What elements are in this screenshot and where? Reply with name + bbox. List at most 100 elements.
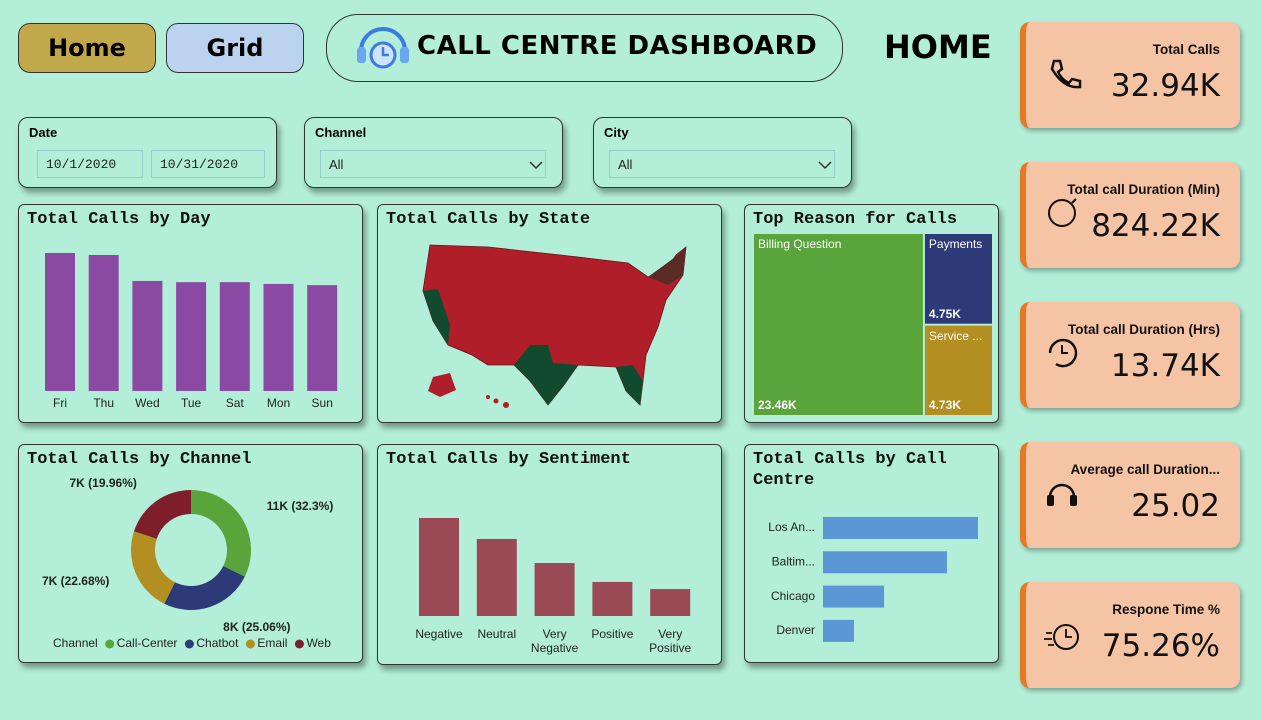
value-label: 8K (25.06%) — [223, 620, 290, 634]
value-label: 23.46K — [758, 398, 797, 412]
chart-panel: Los An... Baltim... Chicago Denver Total Cal… — [744, 444, 999, 663]
date-filter: Date 10/1/2020 10/31/2020 — [18, 117, 277, 188]
chart-panel: Total Calls by State — [377, 204, 722, 423]
bar — [592, 581, 633, 616]
date-input[interactable]: 10/31/2020 — [151, 150, 265, 178]
chart: Fri Thu Wed Tue Sat Mon Sun — [45, 253, 338, 410]
kpi-label: Total call Duration (Min) — [1067, 182, 1220, 197]
cell-label: Service ... — [929, 329, 982, 343]
dropdown[interactable]: All — [320, 150, 546, 178]
kpi-card: Average call Duration... 25.02 — [1020, 442, 1240, 548]
chart: Billing Question 23.46K Payments 4.75K Servi… — [754, 234, 992, 415]
value-label: 4.73K — [929, 398, 961, 412]
headset-icon — [1047, 483, 1077, 506]
x-tick-label: Neutral — [477, 627, 516, 641]
chart-title: Total Calls by State — [386, 210, 591, 229]
legend-entry: Chatbot — [196, 636, 239, 650]
headset-icon — [357, 27, 409, 69]
chart: Los An... Baltim... Chicago Denver — [768, 517, 978, 642]
x-tick-label: Negative — [415, 627, 463, 641]
chart-title: Total Calls by Channel — [27, 450, 252, 469]
value-label: 11K (32.3%) — [267, 499, 334, 513]
bar — [823, 517, 978, 539]
kpi-card: Respone Time % 75.26% — [1020, 582, 1240, 688]
chart: Negative Neutral Very Negative Positive Very P… — [415, 518, 692, 655]
x-tick-label: Fri — [53, 396, 67, 410]
kpi-label: Total call Duration (Hrs) — [1067, 322, 1220, 337]
page-name: HOME — [884, 28, 992, 66]
phone-icon — [1050, 59, 1082, 89]
home-button[interactable]: Home — [18, 23, 156, 73]
chart-title: Top Reason for Calls — [753, 210, 958, 229]
kpi-value: 75.26% — [1101, 628, 1220, 664]
x-tick-label: Tue — [181, 396, 202, 410]
channel-filter: Channel All — [304, 117, 563, 188]
bar — [263, 283, 294, 391]
value-label: 7K (22.68%) — [42, 574, 109, 588]
date-input[interactable]: 10/1/2020 — [37, 150, 143, 178]
us-map — [422, 244, 687, 408]
dashboard-title: CALL CENTRE DASHBOARD — [417, 31, 818, 61]
cell-label: Billing Question — [758, 237, 841, 251]
x-tick-label: Very Positive — [649, 627, 691, 655]
chevron — [818, 161, 832, 170]
y-tick-label: Chicago — [771, 589, 815, 603]
chart-panel: Negative Neutral Very Negative Positive Very P… — [377, 444, 722, 665]
x-tick-label: Sun — [312, 396, 333, 410]
bar — [534, 563, 575, 616]
value-label: 7K (19.96%) — [70, 476, 137, 490]
bar — [132, 280, 163, 391]
donut-slice — [191, 490, 252, 577]
chart-panel: Fri Thu Wed Tue Sat Mon Sun Total Calls by Day — [18, 204, 363, 423]
bar — [823, 551, 948, 574]
chart-title: Total Calls by Call Centre — [753, 450, 947, 490]
y-tick-label: Los An... — [768, 520, 815, 534]
bar — [88, 254, 119, 391]
bar — [823, 619, 854, 642]
filter-label: City — [604, 125, 629, 140]
kpi-card: Total Calls 32.94K — [1020, 22, 1240, 128]
bar — [419, 518, 459, 616]
title-box: CALL CENTRE DASHBOARD — [326, 14, 843, 82]
bar — [476, 538, 517, 616]
legend-entry: Web — [306, 636, 331, 650]
bar — [45, 253, 75, 391]
filter-label: Date — [29, 125, 58, 140]
y-tick-label: Denver — [776, 623, 815, 637]
legend-swatch — [245, 639, 255, 649]
legend-title: Channel — [53, 636, 98, 650]
bar — [823, 585, 885, 608]
treemap-cell — [924, 234, 992, 324]
x-tick-label: Very Negative — [531, 627, 579, 655]
bar — [176, 282, 207, 391]
grid-button[interactable]: Grid — [166, 23, 304, 73]
legend-swatch — [105, 639, 115, 649]
value-label: 4.75K — [929, 307, 961, 321]
legend-swatch — [184, 639, 194, 649]
treemap-cell — [754, 234, 923, 415]
kpi-card: Total call Duration (Min) 824.22K — [1020, 162, 1240, 268]
chart-title: Total Calls by Sentiment — [386, 450, 631, 469]
chart-panel: 11K (32.3%) 8K (25.06%) 7K (22.68%) 7K (19.… — [18, 444, 363, 663]
chart-panel: Billing Question 23.46K Payments 4.75K Servi… — [744, 204, 999, 423]
chevron — [529, 161, 543, 170]
donut-slice — [164, 565, 245, 610]
kpi-card: Total call Duration (Hrs) 13.74K — [1020, 302, 1240, 408]
y-tick-label: Baltim... — [772, 554, 815, 568]
cell-label: Payments — [929, 237, 982, 251]
dropdown[interactable]: All — [609, 150, 835, 178]
legend-swatch — [294, 639, 304, 649]
kpi-label: Average call Duration... — [1070, 462, 1220, 477]
kpi-value: 32.94K — [1110, 68, 1220, 104]
donut-slice — [131, 531, 175, 604]
bar — [307, 285, 338, 391]
legend-entry: Email — [257, 636, 287, 650]
clock-icon — [1048, 338, 1078, 368]
kpi-value: 25.02 — [1131, 488, 1220, 524]
kpi-label: Total Calls — [1152, 42, 1220, 57]
donut-slice — [133, 490, 191, 539]
x-tick-label: Thu — [93, 396, 114, 410]
chart-title: Total Calls by Day — [27, 210, 211, 229]
x-tick-label: Mon — [267, 396, 290, 410]
